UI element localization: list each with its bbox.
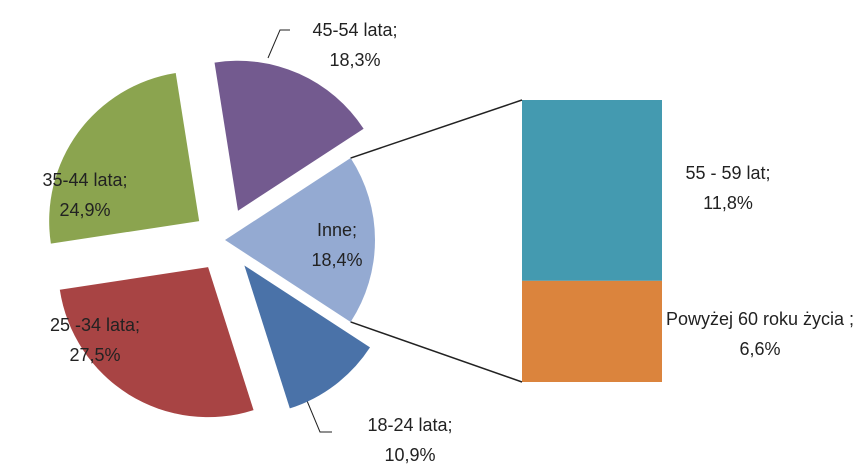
data-label: Powyżej 60 roku życia ; 6,6% (660, 304, 859, 364)
bar-segment (522, 100, 662, 281)
label-value: 24,9% (59, 200, 111, 220)
label-value: 10,9% (384, 445, 436, 465)
data-label: 18-24 lata; 10,9% (310, 410, 510, 468)
pie-slice (244, 265, 371, 409)
data-label: 55 - 59 lat; 11,8% (628, 158, 828, 218)
label-value: 18,3% (329, 50, 381, 70)
label-value: 27,5% (69, 345, 121, 365)
label-category: 35-44 lata; (42, 170, 128, 190)
label-category: 45-54 lata; (312, 20, 398, 40)
connector-line (350, 321, 523, 383)
data-label: 25 -34 lata; 27,5% (0, 310, 195, 370)
pie-slice (225, 158, 376, 322)
label-category: 18-24 lata; (367, 415, 453, 435)
label-category: 25 -34 lata; (49, 315, 141, 335)
connector-line (350, 99, 523, 159)
leader-line (267, 29, 290, 59)
pie-slice (59, 267, 254, 418)
label-category: Powyżej 60 roku życia ; (665, 309, 855, 329)
label-category: Inne; (316, 220, 358, 240)
label-value: 6,6% (739, 339, 781, 359)
data-label: 35-44 lata; 24,9% (0, 165, 185, 225)
leader-line (304, 395, 332, 433)
label-value: 18,4% (311, 250, 363, 270)
data-label: Inne; 18,4% (237, 215, 437, 275)
label-value: 11,8% (703, 193, 753, 213)
label-category: 55 - 59 lat; (685, 163, 771, 183)
pie-slice (49, 72, 200, 244)
bar-segment (522, 280, 662, 382)
data-label: 45-54 lata; 18,3% (255, 15, 455, 75)
pie-slice (214, 60, 364, 211)
